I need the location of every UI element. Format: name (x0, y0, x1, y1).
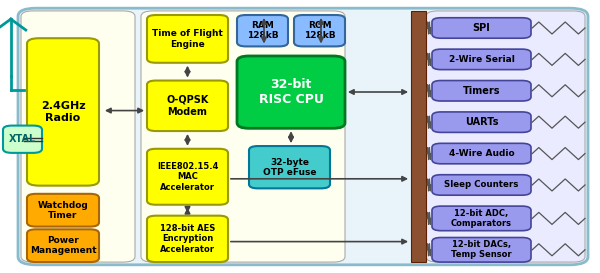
Text: Power
Management: Power Management (29, 236, 97, 256)
FancyBboxPatch shape (147, 216, 228, 262)
Text: 4-Wire Audio: 4-Wire Audio (449, 149, 514, 158)
FancyBboxPatch shape (27, 229, 99, 262)
Text: 128-bit AES
Encryption
Accelerator: 128-bit AES Encryption Accelerator (160, 224, 215, 254)
FancyBboxPatch shape (237, 56, 345, 128)
Text: 2-Wire Serial: 2-Wire Serial (449, 55, 514, 64)
FancyBboxPatch shape (21, 11, 135, 262)
FancyBboxPatch shape (18, 8, 588, 265)
FancyBboxPatch shape (432, 112, 531, 132)
Text: Time of Flight
Engine: Time of Flight Engine (152, 29, 223, 49)
Text: 2.4GHz
Radio: 2.4GHz Radio (41, 101, 85, 123)
Text: ROM
128kB: ROM 128kB (304, 21, 335, 40)
FancyBboxPatch shape (249, 146, 330, 188)
FancyBboxPatch shape (432, 81, 531, 101)
FancyBboxPatch shape (432, 49, 531, 70)
Text: 32-byte
OTP eFuse: 32-byte OTP eFuse (263, 158, 316, 177)
FancyBboxPatch shape (147, 15, 228, 63)
FancyBboxPatch shape (27, 194, 99, 227)
Text: Watchdog
Timer: Watchdog Timer (38, 200, 88, 220)
Text: 32-bit
RISC CPU: 32-bit RISC CPU (259, 78, 323, 106)
Text: Sleep Counters: Sleep Counters (445, 180, 518, 189)
Text: XTAL: XTAL (9, 134, 36, 144)
FancyBboxPatch shape (432, 143, 531, 164)
FancyBboxPatch shape (147, 149, 228, 205)
FancyBboxPatch shape (426, 11, 585, 262)
FancyBboxPatch shape (294, 15, 345, 46)
Text: Timers: Timers (463, 86, 500, 96)
FancyBboxPatch shape (3, 126, 42, 153)
FancyBboxPatch shape (141, 11, 345, 262)
Text: O-QPSK
Modem: O-QPSK Modem (166, 95, 209, 117)
Text: IEEE802.15.4
MAC
Accelerator: IEEE802.15.4 MAC Accelerator (157, 162, 218, 192)
FancyBboxPatch shape (432, 18, 531, 38)
FancyBboxPatch shape (27, 38, 99, 186)
FancyBboxPatch shape (432, 175, 531, 195)
Text: SPI: SPI (473, 23, 490, 33)
Text: RAM
128kB: RAM 128kB (247, 21, 278, 40)
Text: 12-bit ADC,
Comparators: 12-bit ADC, Comparators (451, 209, 512, 228)
FancyBboxPatch shape (237, 15, 288, 46)
Text: UARTs: UARTs (465, 117, 498, 127)
FancyBboxPatch shape (147, 81, 228, 131)
Text: 12-bit DACs,
Temp Sensor: 12-bit DACs, Temp Sensor (451, 240, 512, 260)
FancyBboxPatch shape (432, 238, 531, 262)
Bar (411, 11, 426, 262)
FancyBboxPatch shape (432, 206, 531, 231)
